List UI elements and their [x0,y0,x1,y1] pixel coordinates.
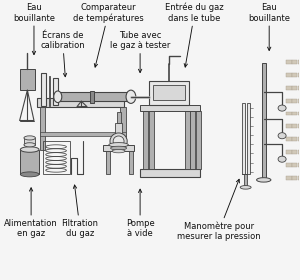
Bar [149,81,189,105]
Bar [298,150,300,154]
Bar [292,73,297,77]
Bar [41,73,46,106]
Bar [40,107,45,150]
Ellipse shape [256,178,271,182]
Text: Entrée du gaz
dans le tube: Entrée du gaz dans le tube [165,3,224,67]
Bar [149,111,154,169]
Bar [286,137,292,141]
Ellipse shape [110,133,127,150]
Bar [117,112,121,123]
Bar [247,102,250,174]
Bar [292,112,297,115]
Bar [298,137,300,141]
Bar [143,111,148,169]
Bar [298,125,300,128]
Bar [292,60,297,64]
Ellipse shape [112,150,125,153]
Text: Comparateur
de températures: Comparateur de températures [73,3,144,67]
Bar [286,99,292,102]
Ellipse shape [24,143,35,147]
Text: Manomètre pour
mesurer la pression: Manomètre pour mesurer la pression [177,179,261,241]
Ellipse shape [126,90,136,103]
Bar [190,111,196,169]
Ellipse shape [20,147,39,152]
Text: Écrans de
calibration: Écrans de calibration [40,31,85,77]
Bar [298,163,300,167]
Bar [52,78,59,105]
Bar [298,176,300,180]
Ellipse shape [109,143,128,147]
Bar [286,125,292,128]
Bar [286,176,292,180]
Bar [298,86,300,90]
Ellipse shape [240,186,251,189]
Text: Eau
bouillante: Eau bouillante [13,3,55,55]
Bar [196,111,201,169]
Bar [292,176,297,180]
Bar [292,150,297,154]
Bar [292,99,297,102]
Bar [286,112,292,115]
Bar [292,163,297,167]
Bar [242,102,245,174]
Text: Pompe
à vide: Pompe à vide [126,189,154,238]
Bar [286,60,292,64]
Bar [298,73,300,77]
Bar [20,150,39,174]
Bar [153,85,184,100]
Text: Tube avec
le gaz à tester: Tube avec le gaz à tester [110,31,170,73]
Bar [286,163,292,167]
Bar [20,69,35,90]
Bar [184,111,190,169]
Bar [43,141,70,174]
Text: Filtration
du gaz: Filtration du gaz [61,185,98,238]
Bar [103,145,134,151]
Text: Alimentation
en gaz: Alimentation en gaz [4,188,58,238]
Bar [298,60,300,64]
Ellipse shape [278,156,286,162]
Bar [115,123,122,141]
Bar [37,99,124,107]
Ellipse shape [111,146,127,150]
Bar [286,150,292,154]
Bar [49,76,50,106]
Bar [286,73,292,77]
Ellipse shape [278,105,286,111]
Bar [129,151,133,174]
Ellipse shape [20,172,39,177]
Bar [40,132,126,136]
Bar [298,99,300,102]
Bar [140,169,200,177]
Ellipse shape [113,136,124,146]
Ellipse shape [54,91,62,102]
Ellipse shape [278,133,286,139]
Text: Eau
bouillante: Eau bouillante [248,3,290,50]
Bar [292,137,297,141]
Ellipse shape [24,136,35,140]
Bar [24,138,35,145]
Bar [298,112,300,115]
Bar [292,86,297,90]
Bar [90,91,94,102]
Bar [292,125,297,128]
Bar [244,174,247,188]
Bar [58,92,131,101]
Bar [106,151,110,174]
Bar [262,62,266,181]
Bar [286,86,292,90]
Bar [140,105,200,111]
Bar [120,107,126,150]
